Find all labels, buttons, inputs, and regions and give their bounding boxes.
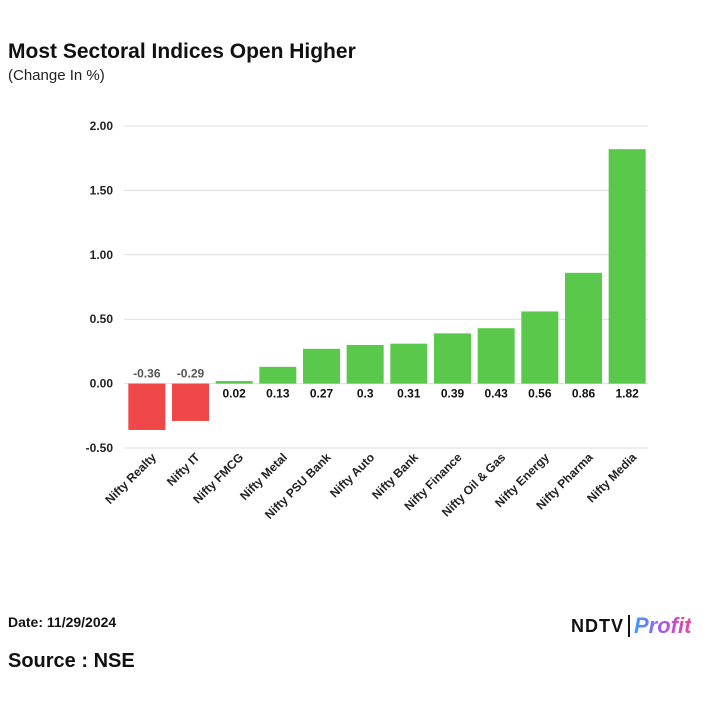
value-label: 0.3 <box>357 387 374 401</box>
bar <box>565 272 602 384</box>
bar <box>346 344 384 384</box>
brand-ndtv: NDTV <box>571 615 624 636</box>
source-label: Source : NSE <box>8 650 135 672</box>
value-label: 0.02 <box>222 387 246 401</box>
value-label: 0.39 <box>441 387 465 401</box>
value-label: 0.56 <box>528 387 552 401</box>
bar <box>521 311 559 384</box>
chart-subtitle: (Change In %) <box>8 67 105 84</box>
value-label: 0.86 <box>572 387 596 401</box>
bar <box>434 333 471 384</box>
value-labels: -0.36 -0.29 0.02 0.13 0.27 0.3 0.31 0.39 0.43 0.5… <box>133 367 639 401</box>
value-label: -0.29 <box>177 367 205 381</box>
value-label: 0.43 <box>484 387 508 401</box>
y-tick-label: -0.50 <box>86 441 114 455</box>
y-axis-ticks: 2.00 1.50 1.00 0.50 0.00 -0.50 <box>86 119 114 455</box>
bar <box>172 383 209 421</box>
y-tick-label: 1.00 <box>90 248 114 262</box>
y-tick-label: 1.50 <box>90 183 114 197</box>
date-label: Date: 11/29/2024 <box>8 614 117 630</box>
value-label: -0.36 <box>133 367 161 381</box>
bar <box>128 383 166 430</box>
bar <box>390 343 428 384</box>
bar <box>215 381 253 384</box>
brand-profit: Profit <box>634 613 692 638</box>
x-tick-label: Nifty IT <box>164 450 203 489</box>
bars <box>128 149 646 430</box>
brand-separator <box>628 615 630 637</box>
y-tick-label: 2.00 <box>90 119 114 133</box>
y-tick-label: 0.50 <box>90 312 114 326</box>
bar <box>608 149 646 384</box>
chart-title: Most Sectoral Indices Open Higher <box>8 40 356 63</box>
bar <box>259 366 297 384</box>
x-tick-label: Nifty Realty <box>102 450 159 507</box>
value-label: 0.13 <box>266 387 290 401</box>
value-label: 1.82 <box>615 387 639 401</box>
gridlines <box>124 125 648 449</box>
bar <box>477 328 515 384</box>
y-tick-label: 0.00 <box>90 377 114 391</box>
value-label: 0.27 <box>310 387 334 401</box>
brand-logo: NDTV Profit <box>571 611 716 641</box>
value-label: 0.31 <box>397 387 421 401</box>
bar <box>303 348 340 384</box>
